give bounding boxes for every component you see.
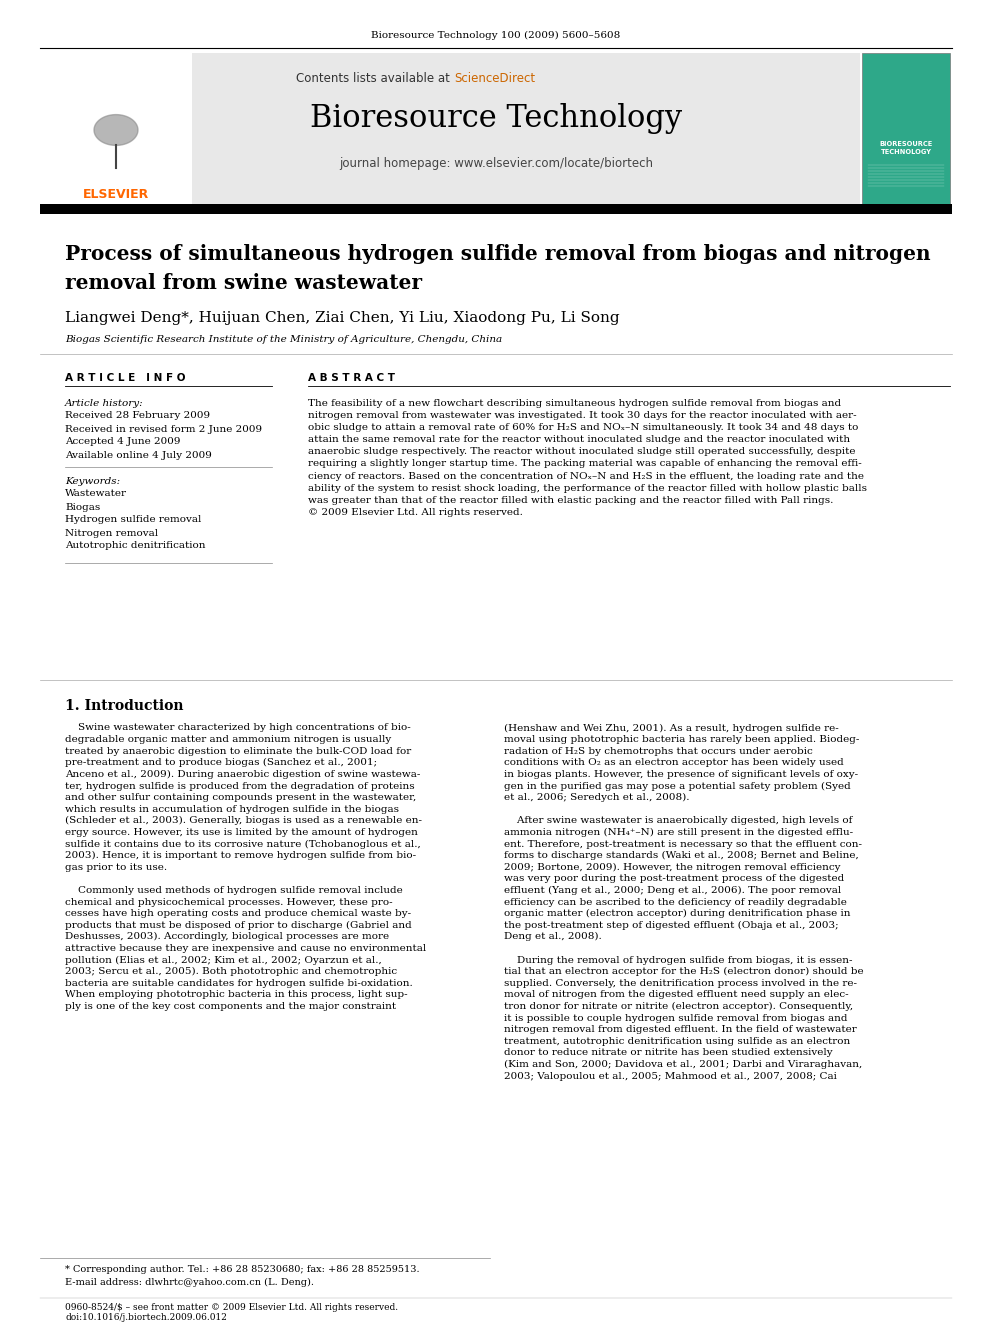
Text: 0960-8524/$ – see front matter © 2009 Elsevier Ltd. All rights reserved.: 0960-8524/$ – see front matter © 2009 El… bbox=[65, 1303, 398, 1312]
Text: attain the same removal rate for the reactor without inoculated sludge and the r: attain the same removal rate for the rea… bbox=[308, 435, 850, 445]
Text: (Henshaw and Wei Zhu, 2001). As a result, hydrogen sulfide re-: (Henshaw and Wei Zhu, 2001). As a result… bbox=[504, 724, 839, 733]
Text: efficiency can be ascribed to the deficiency of readily degradable: efficiency can be ascribed to the defici… bbox=[504, 897, 847, 906]
Text: sulfide it contains due to its corrosive nature (Tchobanoglous et al.,: sulfide it contains due to its corrosive… bbox=[65, 839, 421, 848]
Text: Biogas Scientific Research Institute of the Ministry of Agriculture, Chengdu, Ch: Biogas Scientific Research Institute of … bbox=[65, 336, 502, 344]
Text: gen in the purified gas may pose a potential safety problem (Syed: gen in the purified gas may pose a poten… bbox=[504, 782, 851, 791]
Text: degradable organic matter and ammonium nitrogen is usually: degradable organic matter and ammonium n… bbox=[65, 736, 391, 744]
Text: BIORESOURCE
TECHNOLOGY: BIORESOURCE TECHNOLOGY bbox=[879, 142, 932, 155]
Text: Wastewater: Wastewater bbox=[65, 490, 127, 499]
Text: A B S T R A C T: A B S T R A C T bbox=[308, 373, 395, 382]
Text: Deng et al., 2008).: Deng et al., 2008). bbox=[504, 933, 602, 942]
Text: Hydrogen sulfide removal: Hydrogen sulfide removal bbox=[65, 516, 201, 524]
Text: supplied. Conversely, the denitrification process involved in the re-: supplied. Conversely, the denitrificatio… bbox=[504, 979, 857, 988]
Text: gas prior to its use.: gas prior to its use. bbox=[65, 863, 167, 872]
Text: 2003; Valopoulou et al., 2005; Mahmood et al., 2007, 2008; Cai: 2003; Valopoulou et al., 2005; Mahmood e… bbox=[504, 1072, 837, 1081]
Bar bbox=[40, 53, 192, 205]
Text: was greater than that of the reactor filled with elastic packing and the reactor: was greater than that of the reactor fil… bbox=[308, 496, 833, 505]
Text: 1. Introduction: 1. Introduction bbox=[65, 699, 184, 713]
Text: tron donor for nitrate or nitrite (electron acceptor). Consequently,: tron donor for nitrate or nitrite (elect… bbox=[504, 1002, 853, 1011]
Bar bbox=[40, 204, 952, 214]
Text: When employing phototrophic bacteria in this process, light sup-: When employing phototrophic bacteria in … bbox=[65, 991, 408, 999]
Text: Anceno et al., 2009). During anaerobic digestion of swine wastewa-: Anceno et al., 2009). During anaerobic d… bbox=[65, 770, 421, 779]
Text: Bioresource Technology: Bioresource Technology bbox=[310, 102, 682, 134]
Text: The feasibility of a new flowchart describing simultaneous hydrogen sulfide remo: The feasibility of a new flowchart descr… bbox=[308, 398, 841, 407]
Text: treated by anaerobic digestion to eliminate the bulk-COD load for: treated by anaerobic digestion to elimin… bbox=[65, 746, 412, 755]
Text: attractive because they are inexpensive and cause no environmental: attractive because they are inexpensive … bbox=[65, 943, 427, 953]
Text: et al., 2006; Seredych et al., 2008).: et al., 2006; Seredych et al., 2008). bbox=[504, 792, 689, 802]
Text: conditions with O₂ as an electron acceptor has been widely used: conditions with O₂ as an electron accept… bbox=[504, 758, 844, 767]
Text: * Corresponding author. Tel.: +86 28 85230680; fax: +86 28 85259513.: * Corresponding author. Tel.: +86 28 852… bbox=[65, 1266, 420, 1274]
Text: organic matter (electron acceptor) during denitrification phase in: organic matter (electron acceptor) durin… bbox=[504, 909, 850, 918]
Bar bbox=[862, 53, 950, 205]
Text: Swine wastewater characterized by high concentrations of bio-: Swine wastewater characterized by high c… bbox=[65, 724, 411, 733]
Text: ter, hydrogen sulfide is produced from the degradation of proteins: ter, hydrogen sulfide is produced from t… bbox=[65, 782, 415, 791]
Text: moval of nitrogen from the digested effluent need supply an elec-: moval of nitrogen from the digested effl… bbox=[504, 991, 848, 999]
Text: Biogas: Biogas bbox=[65, 503, 100, 512]
Text: nitrogen removal from wastewater was investigated. It took 30 days for the react: nitrogen removal from wastewater was inv… bbox=[308, 410, 857, 419]
Text: in biogas plants. However, the presence of significant levels of oxy-: in biogas plants. However, the presence … bbox=[504, 770, 858, 779]
Text: A R T I C L E   I N F O: A R T I C L E I N F O bbox=[65, 373, 186, 382]
Text: Commonly used methods of hydrogen sulfide removal include: Commonly used methods of hydrogen sulfid… bbox=[65, 886, 403, 894]
Text: treatment, autotrophic denitrification using sulfide as an electron: treatment, autotrophic denitrification u… bbox=[504, 1037, 850, 1045]
Text: Article history:: Article history: bbox=[65, 398, 144, 407]
Text: 2009; Bortone, 2009). However, the nitrogen removal efficiency: 2009; Bortone, 2009). However, the nitro… bbox=[504, 863, 840, 872]
Text: Received 28 February 2009: Received 28 February 2009 bbox=[65, 411, 210, 421]
Text: ply is one of the key cost components and the major constraint: ply is one of the key cost components an… bbox=[65, 1002, 396, 1011]
Text: pollution (Elias et al., 2002; Kim et al., 2002; Oyarzun et al.,: pollution (Elias et al., 2002; Kim et al… bbox=[65, 955, 382, 964]
Text: E-mail address: dlwhrtc@yahoo.com.cn (L. Deng).: E-mail address: dlwhrtc@yahoo.com.cn (L.… bbox=[65, 1278, 314, 1286]
Text: chemical and physicochemical processes. However, these pro-: chemical and physicochemical processes. … bbox=[65, 897, 393, 906]
Text: Process of simultaneous hydrogen sulfide removal from biogas and nitrogen: Process of simultaneous hydrogen sulfide… bbox=[65, 243, 930, 265]
Text: (Schleder et al., 2003). Generally, biogas is used as a renewable en-: (Schleder et al., 2003). Generally, biog… bbox=[65, 816, 422, 826]
Text: Received in revised form 2 June 2009: Received in revised form 2 June 2009 bbox=[65, 425, 262, 434]
Text: ELSEVIER: ELSEVIER bbox=[83, 188, 149, 201]
Text: requiring a slightly longer startup time. The packing material was capable of en: requiring a slightly longer startup time… bbox=[308, 459, 862, 468]
Text: ability of the system to resist shock loading, the performance of the reactor fi: ability of the system to resist shock lo… bbox=[308, 484, 867, 493]
Text: Available online 4 July 2009: Available online 4 July 2009 bbox=[65, 451, 212, 459]
Text: (Kim and Son, 2000; Davidova et al., 2001; Darbi and Viraraghavan,: (Kim and Son, 2000; Davidova et al., 200… bbox=[504, 1060, 862, 1069]
Text: doi:10.1016/j.biortech.2009.06.012: doi:10.1016/j.biortech.2009.06.012 bbox=[65, 1314, 227, 1323]
Text: anaerobic sludge respectively. The reactor without inoculated sludge still opera: anaerobic sludge respectively. The react… bbox=[308, 447, 855, 456]
Text: removal from swine wastewater: removal from swine wastewater bbox=[65, 273, 422, 292]
Text: Nitrogen removal: Nitrogen removal bbox=[65, 528, 158, 537]
Text: the post-treatment step of digested effluent (Obaja et al., 2003;: the post-treatment step of digested effl… bbox=[504, 921, 838, 930]
Text: Liangwei Deng*, Huijuan Chen, Ziai Chen, Yi Liu, Xiaodong Pu, Li Song: Liangwei Deng*, Huijuan Chen, Ziai Chen,… bbox=[65, 311, 620, 325]
Text: Bioresource Technology 100 (2009) 5600–5608: Bioresource Technology 100 (2009) 5600–5… bbox=[371, 30, 621, 40]
Text: radation of H₂S by chemotrophs that occurs under aerobic: radation of H₂S by chemotrophs that occu… bbox=[504, 746, 812, 755]
Text: bacteria are suitable candidates for hydrogen sulfide bi-oxidation.: bacteria are suitable candidates for hyd… bbox=[65, 979, 413, 988]
Text: ciency of reactors. Based on the concentration of NOₓ–N and H₂S in the effluent,: ciency of reactors. Based on the concent… bbox=[308, 472, 864, 480]
Polygon shape bbox=[94, 115, 138, 146]
Text: Keywords:: Keywords: bbox=[65, 476, 120, 486]
Text: journal homepage: www.elsevier.com/locate/biortech: journal homepage: www.elsevier.com/locat… bbox=[339, 156, 653, 169]
Text: ent. Therefore, post-treatment is necessary so that the effluent con-: ent. Therefore, post-treatment is necess… bbox=[504, 840, 862, 848]
Text: was very poor during the post-treatment process of the digested: was very poor during the post-treatment … bbox=[504, 875, 844, 884]
Bar bbox=[40, 53, 860, 205]
Text: obic sludge to attain a removal rate of 60% for H₂S and NOₓ–N simultaneously. It: obic sludge to attain a removal rate of … bbox=[308, 423, 858, 431]
Text: tial that an electron acceptor for the H₂S (electron donor) should be: tial that an electron acceptor for the H… bbox=[504, 967, 864, 976]
Text: Deshusses, 2003). Accordingly, biological processes are more: Deshusses, 2003). Accordingly, biologica… bbox=[65, 933, 389, 942]
Text: nitrogen removal from digested effluent. In the field of wastewater: nitrogen removal from digested effluent.… bbox=[504, 1025, 857, 1035]
Text: pre-treatment and to produce biogas (Sanchez et al., 2001;: pre-treatment and to produce biogas (San… bbox=[65, 758, 377, 767]
Text: Contents lists available at: Contents lists available at bbox=[297, 71, 454, 85]
Text: cesses have high operating costs and produce chemical waste by-: cesses have high operating costs and pro… bbox=[65, 909, 411, 918]
Text: During the removal of hydrogen sulfide from biogas, it is essen-: During the removal of hydrogen sulfide f… bbox=[504, 955, 852, 964]
Text: donor to reduce nitrate or nitrite has been studied extensively: donor to reduce nitrate or nitrite has b… bbox=[504, 1048, 832, 1057]
Text: ScienceDirect: ScienceDirect bbox=[454, 71, 535, 85]
Text: 2003; Sercu et al., 2005). Both phototrophic and chemotrophic: 2003; Sercu et al., 2005). Both phototro… bbox=[65, 967, 397, 976]
Text: After swine wastewater is anaerobically digested, high levels of: After swine wastewater is anaerobically … bbox=[504, 816, 852, 826]
Text: it is possible to couple hydrogen sulfide removal from biogas and: it is possible to couple hydrogen sulfid… bbox=[504, 1013, 847, 1023]
Text: ergy source. However, its use is limited by the amount of hydrogen: ergy source. However, its use is limited… bbox=[65, 828, 418, 837]
Text: products that must be disposed of prior to discharge (Gabriel and: products that must be disposed of prior … bbox=[65, 921, 412, 930]
Text: © 2009 Elsevier Ltd. All rights reserved.: © 2009 Elsevier Ltd. All rights reserved… bbox=[308, 508, 523, 517]
Text: Autotrophic denitrification: Autotrophic denitrification bbox=[65, 541, 205, 550]
Text: moval using phototrophic bacteria has rarely been applied. Biodeg-: moval using phototrophic bacteria has ra… bbox=[504, 736, 859, 744]
Text: Accepted 4 June 2009: Accepted 4 June 2009 bbox=[65, 438, 181, 446]
Text: ammonia nitrogen (NH₄⁺–N) are still present in the digested efflu-: ammonia nitrogen (NH₄⁺–N) are still pres… bbox=[504, 828, 853, 837]
Text: forms to discharge standards (Waki et al., 2008; Bernet and Beline,: forms to discharge standards (Waki et al… bbox=[504, 851, 859, 860]
Text: and other sulfur containing compounds present in the wastewater,: and other sulfur containing compounds pr… bbox=[65, 792, 417, 802]
Text: which results in accumulation of hydrogen sulfide in the biogas: which results in accumulation of hydroge… bbox=[65, 804, 399, 814]
Text: effluent (Yang et al., 2000; Deng et al., 2006). The poor removal: effluent (Yang et al., 2000; Deng et al.… bbox=[504, 886, 841, 894]
Text: 2003). Hence, it is important to remove hydrogen sulfide from bio-: 2003). Hence, it is important to remove … bbox=[65, 851, 416, 860]
